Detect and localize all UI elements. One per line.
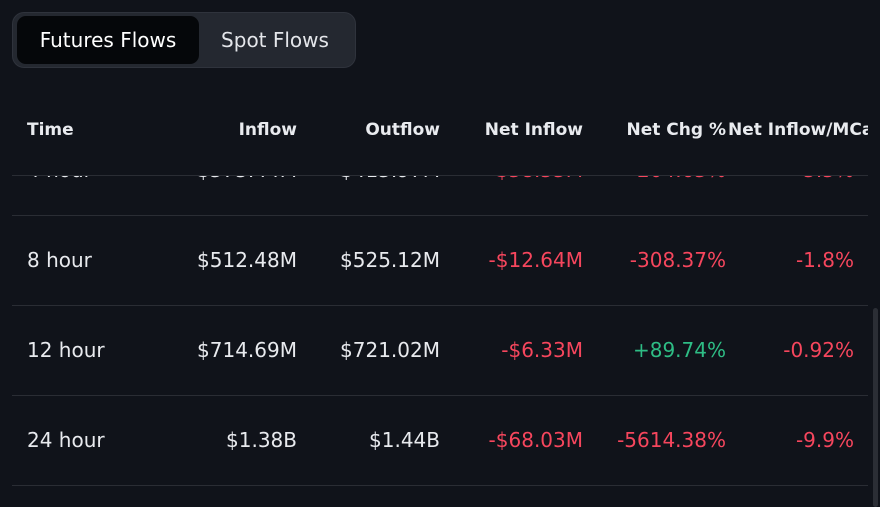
header-net-inflow-mcap[interactable]: Net Inflow/MCap <box>728 120 868 140</box>
cell-inflow: $714.69M <box>197 338 297 362</box>
cell-inflow: $512.48M <box>197 248 297 272</box>
cell-net-inflow: -$6.33M <box>501 338 583 362</box>
scrollbar-thumb[interactable] <box>873 308 878 507</box>
cell-net-inflow: -$12.64M <box>488 248 583 272</box>
header-inflow[interactable]: Inflow <box>238 120 297 140</box>
header-net-inflow[interactable]: Net Inflow <box>484 120 583 140</box>
cell-outflow: $721.02M <box>340 338 440 362</box>
tab-futures-flows[interactable]: Futures Flows <box>17 16 199 64</box>
table-row[interactable]: 12 hour $714.69M $721.02M -$6.33M +89.74… <box>12 306 868 396</box>
cell-time: 12 hour <box>27 338 105 362</box>
cell-inflow: $1.38B <box>226 428 297 452</box>
table-row[interactable]: 8 hour $512.48M $525.12M -$12.64M -308.3… <box>12 216 868 306</box>
cell-net-chg: -308.37% <box>629 248 726 272</box>
cell-net-chg: -5614.38% <box>617 428 726 452</box>
cell-net-inflow-mcap: -1.8% <box>795 248 854 272</box>
cell-outflow: $525.12M <box>340 248 440 272</box>
cell-outflow: $1.44B <box>369 428 440 452</box>
cell-time: 8 hour <box>27 248 92 272</box>
tab-spot-flows[interactable]: Spot Flows <box>221 28 329 52</box>
header-time[interactable]: Time <box>27 120 74 140</box>
cell-net-inflow-mcap: -0.92% <box>783 338 854 362</box>
cell-net-chg: +89.74% <box>632 338 726 362</box>
table-row[interactable]: 24 hour $1.38B $1.44B -$68.03M -5614.38%… <box>12 396 868 486</box>
flow-type-tabs: Futures Flows Spot Flows <box>12 12 356 68</box>
table-header: Time Inflow Outflow Net Inflow Net Chg %… <box>12 86 868 176</box>
flows-table: Time Inflow Outflow Net Inflow Net Chg %… <box>12 86 868 507</box>
header-net-chg[interactable]: Net Chg % <box>626 120 726 140</box>
cell-time: 24 hour <box>27 428 105 452</box>
cell-net-inflow: -$68.03M <box>488 428 583 452</box>
header-outflow[interactable]: Outflow <box>365 120 440 140</box>
cell-net-inflow-mcap: -9.9% <box>795 428 854 452</box>
